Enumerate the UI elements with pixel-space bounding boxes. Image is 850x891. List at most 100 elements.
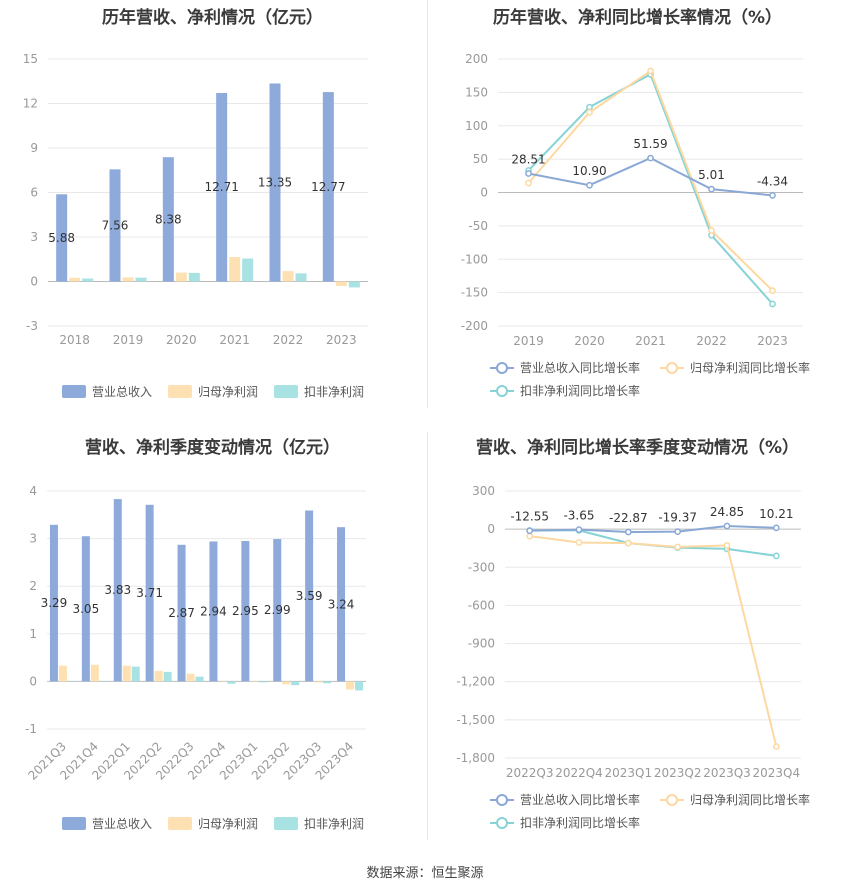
- bar-归母净利润: [175, 272, 187, 282]
- bar-扣非净利润: [163, 671, 172, 682]
- bar-归母净利润: [314, 681, 323, 683]
- line-data-label: 10.21: [759, 507, 793, 521]
- annual-growth-rate-chart: 历年营收、净利同比增长率情况（%） -200 -150 -100 -50 0 50 100 1…: [425, 0, 850, 425]
- legend-label: 营业总收入同比增长率: [520, 792, 640, 807]
- y-tick-label: -200: [461, 319, 488, 333]
- x-tick-label: 2023: [326, 333, 357, 347]
- bar-扣非净利润: [135, 277, 147, 282]
- line-data-label: 28.51: [511, 152, 545, 166]
- line-point: [525, 179, 532, 187]
- y-tick-label: 0: [480, 186, 488, 200]
- line-data-label: 51.59: [633, 137, 667, 151]
- data-source-label: 数据来源：恒生聚源: [366, 866, 484, 881]
- bar-扣非净利润: [99, 681, 108, 682]
- bar-归母净利润: [250, 681, 259, 682]
- bar-扣非净利润: [348, 281, 360, 288]
- x-tick-label: 2019: [113, 333, 144, 347]
- y-tick-label: -3: [26, 319, 38, 333]
- bar-data-label: 3.59: [296, 589, 323, 603]
- x-tick-label: 2023Q3: [703, 766, 751, 780]
- bar-营业总收入: [81, 536, 90, 682]
- line-point: [674, 528, 682, 535]
- bar-归母净利润: [218, 681, 227, 682]
- y-tick-label: 3: [29, 532, 37, 546]
- chart-title: 营收、净利同比增长率季度变动情况（%）: [475, 438, 800, 458]
- line-point: [624, 528, 632, 536]
- line-data-label: -3.65: [563, 509, 594, 523]
- line-扣非净利润同比增长率: [527, 72, 774, 305]
- legend-marker: [496, 794, 508, 806]
- bar-营业总收入: [273, 539, 282, 682]
- bar-归母净利润: [122, 665, 131, 682]
- legend-label: 归母净利润: [198, 817, 258, 831]
- bar-归母净利润: [154, 670, 163, 682]
- line-point: [723, 522, 731, 530]
- line-point: [708, 185, 715, 193]
- line-point: [526, 532, 534, 540]
- quarterly-growth-rate-plot: -1,800 -1,500 -1,200 -900 -600 -300 0 300 2022Q3…: [456, 484, 810, 830]
- y-tick-label: -1,200: [456, 675, 495, 689]
- x-tick-label: 2022Q3: [506, 766, 554, 780]
- bar-扣非净利润: [355, 681, 364, 691]
- quarterly-revenue-profit-plot: -1012343.292021Q33.052021Q43.832022Q13.7…: [25, 484, 366, 831]
- bar-data-label: 12.77: [311, 180, 345, 194]
- bar-data-label: 7.56: [102, 218, 129, 232]
- x-tick-label: 2020: [574, 334, 605, 348]
- legend-swatch: [168, 817, 192, 830]
- line-point: [769, 300, 776, 308]
- y-tick-label: -1,500: [456, 713, 495, 727]
- x-tick-label: 2020: [166, 333, 197, 347]
- line-data-label: -4.34: [757, 174, 788, 188]
- line-point: [674, 543, 682, 551]
- legend-swatch: [62, 817, 86, 830]
- bar-data-label: 8.38: [155, 212, 182, 226]
- bar-归母净利润: [282, 271, 294, 282]
- y-tick-label: -150: [461, 286, 488, 300]
- bar-归母净利润: [282, 681, 291, 685]
- line-point: [586, 103, 593, 111]
- annual-revenue-profit-chart: 历年营收、净利情况（亿元） -3 0 3 6 9 12 15 5.88 2018 7.56 2019…: [0, 0, 425, 425]
- legend-swatch: [274, 385, 298, 398]
- y-tick-label: -1: [25, 722, 37, 736]
- line-point: [586, 181, 593, 189]
- x-tick-label: 2022: [273, 333, 304, 347]
- bar-归母净利润: [90, 664, 99, 682]
- y-tick-label: 300: [472, 484, 495, 498]
- bar-营业总收入: [113, 499, 122, 682]
- bar-归母净利润: [186, 673, 195, 682]
- legend-marker: [496, 385, 508, 397]
- legend-label: 营业总收入同比增长率: [520, 360, 640, 375]
- bar-营业总收入: [177, 544, 186, 682]
- y-tick-label: -50: [468, 219, 488, 233]
- y-tick-label: 1: [29, 627, 37, 641]
- line-point: [708, 227, 715, 234]
- vertical-divider: [427, 0, 428, 408]
- bar-扣非净利润: [227, 681, 236, 684]
- bar-营业总收入: [162, 157, 174, 282]
- bar-营业总收入: [322, 92, 334, 282]
- bar-扣非净利润: [291, 681, 300, 686]
- y-tick-label: 200: [465, 52, 488, 66]
- quarterly-growth-rate-chart: 营收、净利同比增长率季度变动情况（%） -1,800 -1,500 -1,200 -9…: [425, 425, 850, 850]
- line-data-label: -19.37: [658, 511, 697, 525]
- y-tick-label: 12: [23, 97, 38, 111]
- legend-marker: [666, 794, 678, 806]
- line-point: [769, 287, 776, 294]
- line-point: [769, 192, 776, 199]
- quarterly-revenue-profit-chart: 营收、净利季度变动情况（亿元） -1 0 1 2 3 4 3.29 2021Q3 3.05 202…: [0, 425, 425, 850]
- bar-扣非净利润: [295, 273, 307, 282]
- bar-归母净利润: [69, 277, 81, 282]
- legend-label: 扣非净利润: [304, 385, 364, 399]
- y-tick-label: -600: [468, 598, 495, 612]
- legend-swatch: [62, 385, 86, 398]
- vertical-divider: [427, 432, 428, 840]
- legend-label: 扣非净利润: [304, 817, 364, 831]
- legend-swatch: [168, 385, 192, 398]
- bar-data-label: 3.29: [41, 596, 68, 610]
- bar-data-label: 2.99: [264, 603, 291, 617]
- bar-data-label: 3.71: [136, 586, 163, 600]
- bar-扣非净利润: [259, 681, 268, 683]
- chart-title: 历年营收、净利情况（亿元）: [102, 8, 323, 28]
- line-data-label: -22.87: [609, 511, 648, 525]
- y-tick-label: 9: [30, 141, 38, 155]
